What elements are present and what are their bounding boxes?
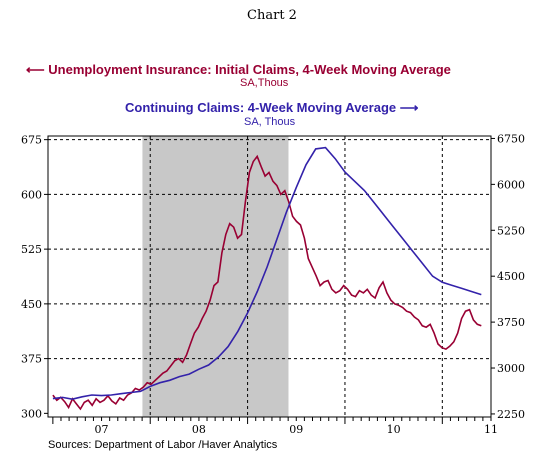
recession-shading xyxy=(142,136,289,417)
x-tick-label: 10 xyxy=(387,423,401,436)
left-tick-label: 300 xyxy=(21,407,42,420)
right-tick-label: 2250 xyxy=(497,408,525,421)
right-tick-label: 6750 xyxy=(497,132,525,145)
left-tick-label: 525 xyxy=(21,243,42,256)
right-tick-label: 3000 xyxy=(497,362,525,375)
right-arrow-icon: ⟶ xyxy=(399,100,419,115)
x-tick-label: 08 xyxy=(192,423,206,436)
legend-initial-claims: ⟵ Unemployment Insurance: Initial Claims… xyxy=(26,62,451,78)
right-tick-label: 5250 xyxy=(497,224,525,237)
left-tick-label: 675 xyxy=(21,134,42,147)
right-tick-label: 4500 xyxy=(497,270,525,283)
legend-continuing-label: Continuing Claims: 4-Week Moving Average xyxy=(125,100,397,115)
left-arrow-icon: ⟵ xyxy=(26,62,45,77)
legend-initial-units: SA,Thous xyxy=(240,77,289,89)
left-tick-label: 375 xyxy=(21,353,42,366)
x-tick-label: 07 xyxy=(95,423,109,436)
right-tick-label: 6000 xyxy=(497,178,525,191)
chart-title: Chart 2 xyxy=(247,8,297,23)
x-tick-label: 11 xyxy=(484,423,498,436)
left-tick-label: 450 xyxy=(21,298,42,311)
right-tick-label: 3750 xyxy=(497,316,525,329)
legend-initial-label: Unemployment Insurance: Initial Claims, … xyxy=(48,62,451,77)
left-tick-label: 600 xyxy=(21,188,42,201)
x-tick-label: 09 xyxy=(289,423,303,436)
legend-continuing-units: SA, Thous xyxy=(244,116,296,128)
series-continuing-claims-line xyxy=(52,146,482,401)
series-initial-claims-line xyxy=(52,154,482,411)
source-note: Sources: Department of Labor /Haver Anal… xyxy=(48,439,278,451)
legend-continuing-claims: Continuing Claims: 4-Week Moving Average… xyxy=(125,100,418,116)
